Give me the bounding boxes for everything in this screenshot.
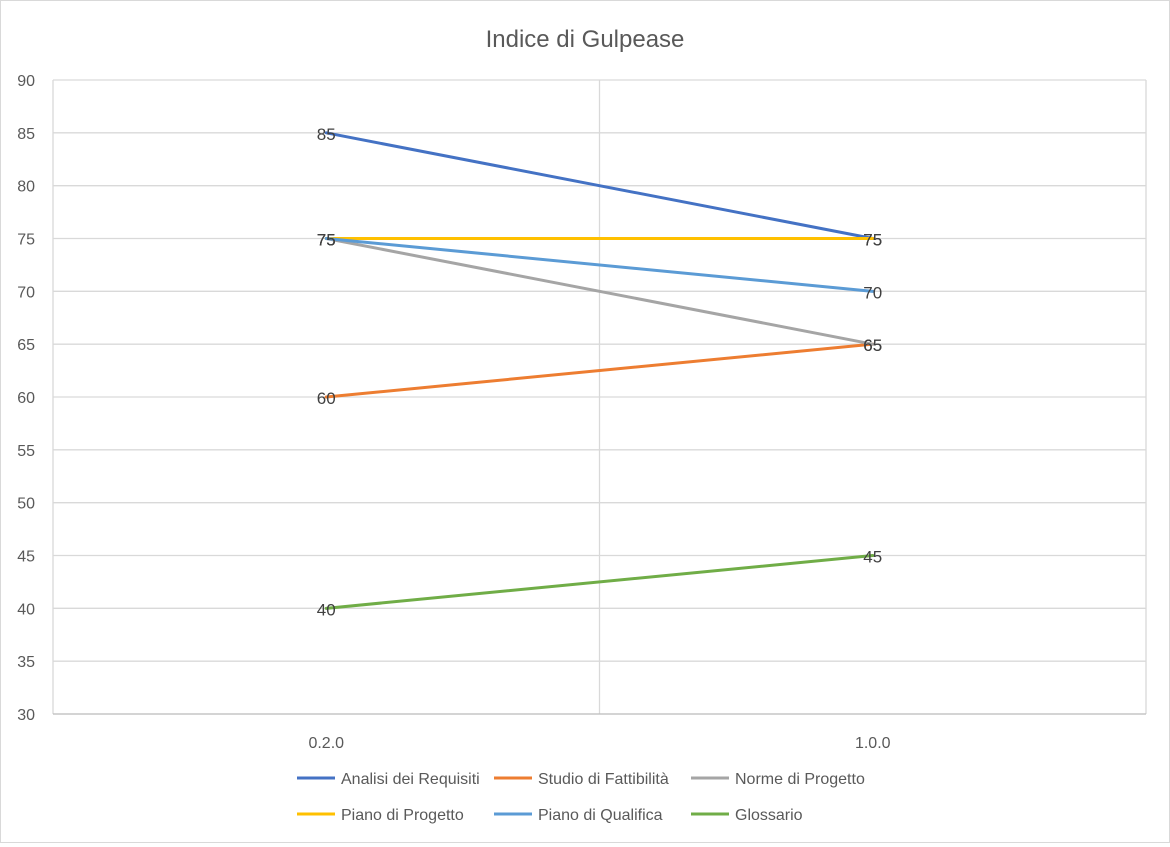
legend-label: Analisi dei Requisiti	[341, 771, 480, 788]
y-axis-tick-labels: 30 35 40 45 50 55 60 65 70 75 80 85 90	[17, 73, 35, 724]
data-label: 40	[317, 600, 336, 619]
data-label: 70	[863, 283, 882, 302]
y-tick-label: 50	[17, 496, 35, 513]
legend-item-piano-di-qualifica: Piano di Qualifica	[494, 807, 663, 824]
data-label: 65	[863, 336, 882, 355]
data-label: 75	[863, 231, 882, 250]
y-tick-label: 70	[17, 284, 35, 301]
grid-layer	[52, 79, 1147, 715]
legend-label: Piano di Qualifica	[538, 807, 663, 824]
legend-label: Glossario	[735, 807, 803, 824]
chart-title: Indice di Gulpease	[486, 26, 685, 53]
series-line-piano-di-qualifica	[324, 237, 875, 293]
data-label: 65	[863, 336, 882, 355]
legend-item-glossario: Glossario	[691, 807, 803, 824]
series-layer	[324, 131, 875, 610]
legend: Analisi dei Requisiti Studio di Fattibili…	[297, 771, 865, 824]
series-line-glossario	[324, 554, 875, 610]
y-tick-label: 85	[17, 126, 35, 143]
series-line-studio-di-fattibilita	[324, 342, 875, 399]
legend-label: Studio di Fattibilità	[538, 771, 669, 788]
y-tick-label: 80	[17, 179, 35, 196]
series-line-norme-di-progetto	[324, 237, 875, 346]
y-tick-label: 35	[17, 654, 35, 671]
y-tick-label: 55	[17, 443, 35, 460]
y-tick-label: 65	[17, 337, 35, 354]
legend-item-norme-di-progetto: Norme di Progetto	[691, 771, 865, 788]
data-label: 60	[317, 389, 336, 408]
legend-label: Norme di Progetto	[735, 771, 865, 788]
y-tick-label: 30	[17, 707, 35, 724]
y-tick-label: 90	[17, 73, 35, 90]
data-label: 85	[317, 125, 336, 144]
data-label: 75	[863, 231, 882, 250]
y-tick-label: 45	[17, 549, 35, 566]
x-tick-label: 1.0.0	[855, 735, 891, 752]
data-label: 75	[317, 231, 336, 250]
y-tick-label: 75	[17, 232, 35, 249]
data-label: 75	[317, 231, 336, 250]
data-label: 45	[863, 548, 882, 567]
x-tick-label: 0.2.0	[308, 735, 344, 752]
legend-item-studio-di-fattibilita: Studio di Fattibilità	[494, 771, 669, 788]
series-line-analisi-dei-requisiti	[324, 131, 875, 240]
legend-label: Piano di Progetto	[341, 807, 464, 824]
x-axis-tick-labels: 0.2.0 1.0.0	[308, 735, 890, 752]
y-tick-label: 40	[17, 601, 35, 618]
legend-item-analisi-dei-requisiti: Analisi dei Requisiti	[297, 771, 480, 788]
y-tick-label: 60	[17, 390, 35, 407]
legend-item-piano-di-progetto: Piano di Progetto	[297, 807, 464, 824]
data-label: 75	[317, 231, 336, 250]
